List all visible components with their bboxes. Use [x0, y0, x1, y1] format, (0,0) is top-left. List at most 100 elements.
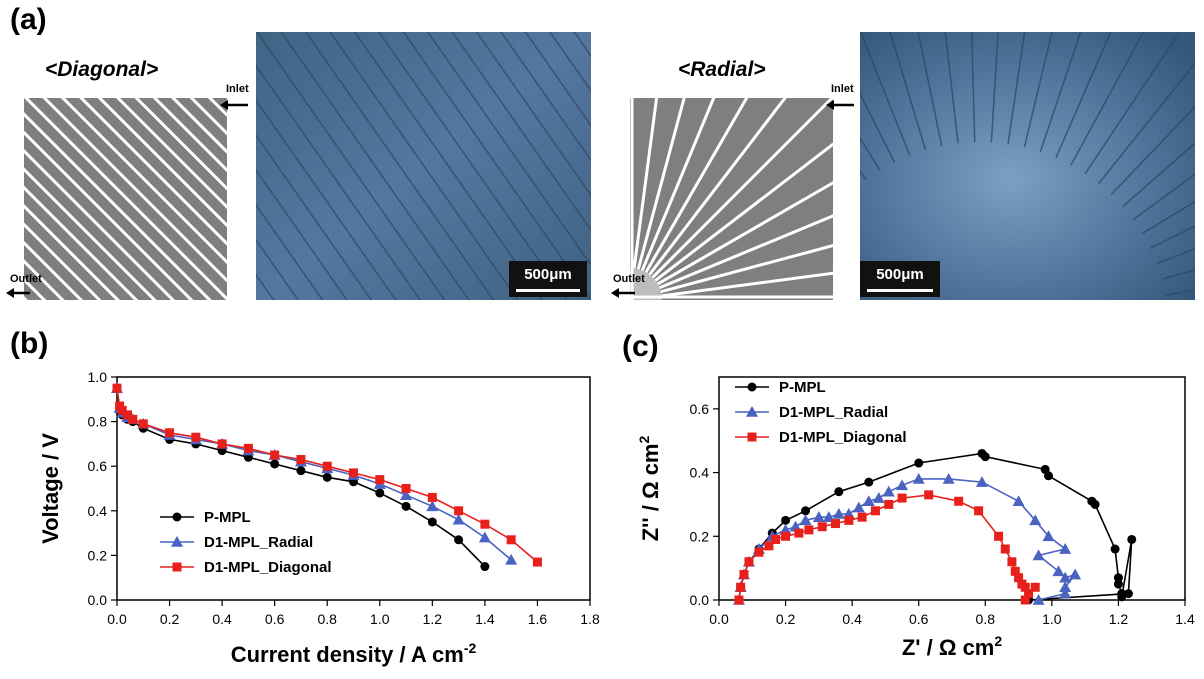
- x-tick-label: 1.2: [423, 611, 443, 627]
- x-tick-label: 0.2: [160, 611, 180, 627]
- data-point: [375, 475, 385, 485]
- data-point: [1020, 582, 1030, 592]
- y-tick-label: 0.0: [690, 592, 710, 608]
- data-point: [1059, 543, 1072, 554]
- legend-marker: [747, 432, 757, 442]
- y-tick-label: 0.6: [690, 401, 710, 417]
- data-point: [1059, 587, 1072, 599]
- data-point: [349, 468, 358, 478]
- data-point: [799, 514, 812, 526]
- data-point: [764, 541, 774, 551]
- y-tick-label: 0.2: [88, 547, 108, 563]
- legend-label: D1-MPL_Diagonal: [204, 559, 332, 576]
- data-point: [1110, 544, 1120, 554]
- panel-a-label: (a): [10, 3, 47, 36]
- diagonal-inlet-arrow: [220, 100, 248, 110]
- diagonal-inlet-label: Inlet: [226, 83, 249, 95]
- radial-scalebar-text: 500μm: [876, 266, 924, 283]
- data-point: [427, 517, 437, 527]
- data-point: [754, 547, 764, 557]
- data-point: [804, 525, 814, 535]
- data-point: [812, 511, 825, 522]
- legend-marker: [172, 562, 182, 572]
- data-point: [864, 477, 874, 487]
- data-point: [924, 490, 934, 500]
- data-point: [123, 410, 133, 420]
- data-point: [852, 501, 865, 513]
- data-point: [870, 506, 880, 516]
- data-point: [480, 562, 490, 572]
- data-point: [1044, 471, 1054, 481]
- radial-flowfield-schematic: [630, 98, 833, 300]
- legend-marker: [746, 406, 758, 417]
- data-point: [427, 492, 437, 502]
- legend-label: D1-MPL_Diagonal: [779, 429, 907, 446]
- diagonal-title: <Diagonal>: [45, 58, 159, 81]
- data-point: [942, 472, 955, 484]
- x-tick-label: 1.6: [528, 611, 548, 627]
- data-point: [897, 493, 907, 503]
- data-point: [401, 484, 411, 493]
- radial-scalebar: 500μm: [860, 261, 940, 297]
- data-point: [834, 487, 844, 497]
- legend-label: P-MPL: [779, 379, 826, 396]
- data-point: [1123, 589, 1133, 599]
- data-point: [801, 506, 811, 516]
- data-point: [138, 419, 148, 429]
- diagonal-scalebar-text: 500μm: [524, 266, 572, 283]
- data-point: [1020, 595, 1030, 605]
- x-tick-label: 1.2: [1109, 611, 1129, 627]
- x-tick-label: 0.8: [976, 611, 996, 627]
- x-tick-label: 0.6: [265, 611, 285, 627]
- data-point: [914, 458, 924, 468]
- radial-title: <Radial>: [678, 58, 766, 81]
- y-tick-label: 0.4: [690, 465, 710, 481]
- data-point: [734, 595, 744, 605]
- data-point: [1000, 544, 1010, 554]
- data-point: [375, 488, 385, 498]
- y-tick-label: 1.0: [88, 369, 108, 385]
- data-point: [975, 476, 988, 487]
- plot-frame: [718, 376, 1186, 601]
- data-point: [896, 479, 909, 491]
- data-point: [781, 531, 791, 541]
- x-tick-label: 0.8: [317, 611, 337, 627]
- x-tick-label: 0.2: [776, 611, 796, 627]
- legend-marker: [171, 536, 183, 547]
- panel-c-label: (c): [622, 330, 659, 363]
- data-point: [994, 531, 1004, 541]
- diagonal-scalebar: 500μm: [509, 261, 587, 297]
- y-tick-label: 0.0: [88, 592, 108, 608]
- x-tick-label: 1.8: [580, 611, 600, 627]
- data-point: [831, 519, 840, 529]
- data-point: [217, 439, 227, 449]
- data-point: [1069, 568, 1082, 580]
- x-tick-label: 1.0: [1042, 611, 1062, 627]
- data-point: [980, 452, 990, 462]
- data-point: [781, 515, 791, 525]
- data-point: [505, 553, 518, 565]
- data-point: [117, 405, 127, 415]
- x-tick-label: 0.4: [212, 611, 232, 627]
- data-point: [862, 495, 875, 507]
- radial-inlet-label: Inlet: [831, 83, 854, 95]
- data-point: [1117, 592, 1127, 602]
- data-point: [1012, 495, 1025, 507]
- data-point: [454, 535, 464, 545]
- data-point: [1014, 573, 1024, 583]
- data-point: [1010, 566, 1020, 576]
- data-point: [1059, 571, 1072, 583]
- data-point: [426, 500, 439, 512]
- data-point: [739, 570, 749, 580]
- data-point: [1059, 581, 1072, 593]
- data-point: [401, 501, 411, 511]
- data-point: [296, 466, 306, 476]
- data-point: [1032, 594, 1045, 605]
- legend: P-MPL D1-MPL_Radial D1-MPL_Diagonal: [160, 509, 332, 576]
- plot-frame: [116, 376, 591, 601]
- data-point: [452, 513, 465, 525]
- series-d1-mpl-diagonal: [734, 490, 1040, 605]
- x-tick-label: 0.4: [842, 611, 862, 627]
- data-point: [1090, 499, 1100, 509]
- x-axis-label: Current density / A cm-2: [231, 640, 477, 667]
